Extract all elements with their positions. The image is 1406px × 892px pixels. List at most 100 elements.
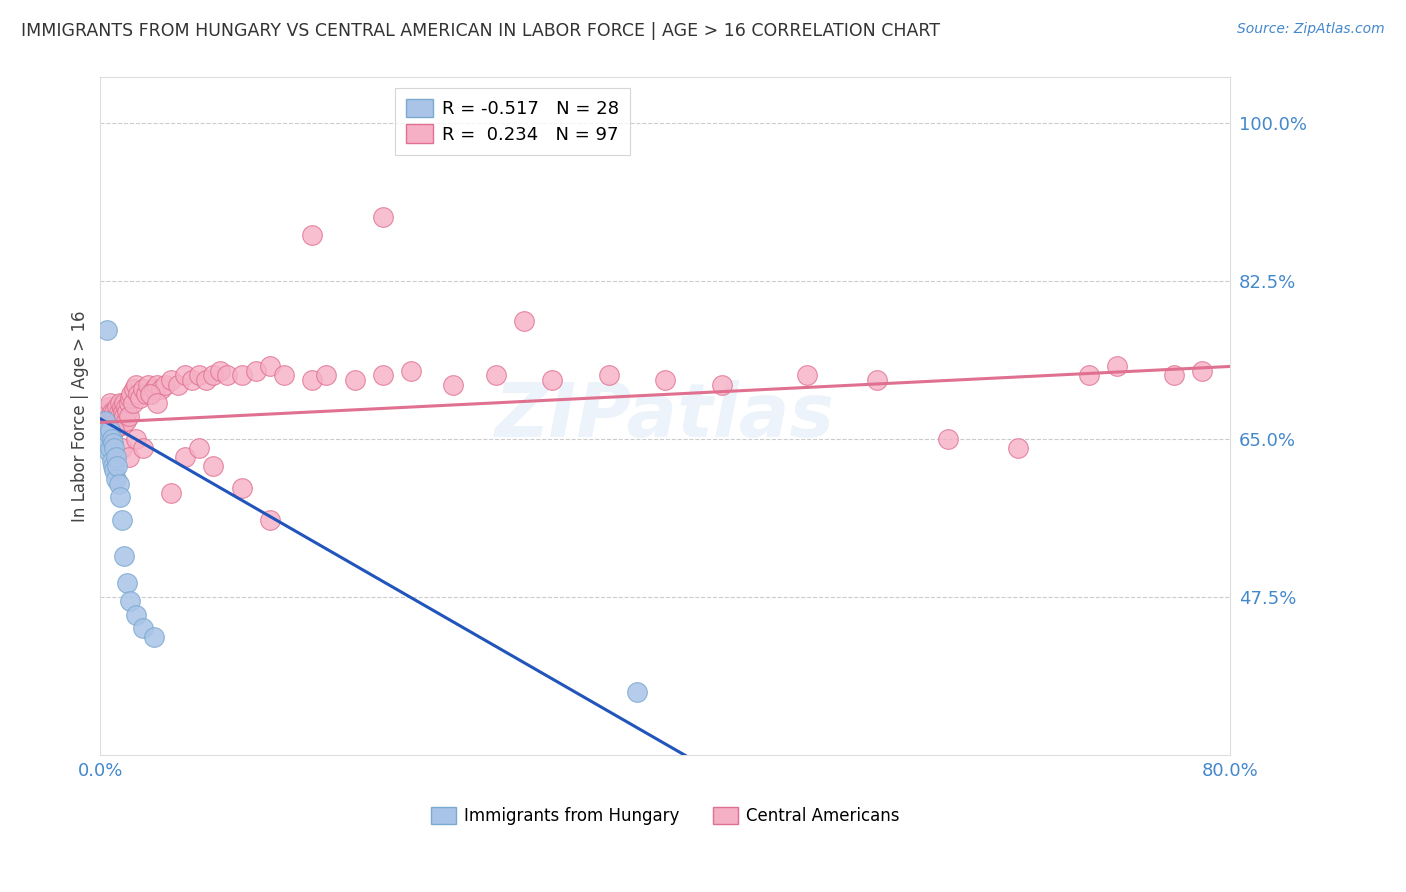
Point xyxy=(301,373,323,387)
Point xyxy=(132,382,155,396)
Point xyxy=(100,404,122,418)
Point xyxy=(245,364,267,378)
Point xyxy=(1163,368,1185,383)
Point xyxy=(101,418,124,433)
Point xyxy=(104,409,127,423)
Point xyxy=(117,450,139,464)
Point xyxy=(101,409,124,423)
Point xyxy=(124,607,146,622)
Point xyxy=(167,377,190,392)
Point xyxy=(96,423,118,437)
Point xyxy=(110,400,132,414)
Point xyxy=(118,594,141,608)
Point xyxy=(138,377,160,392)
Point xyxy=(103,404,125,418)
Point xyxy=(710,377,733,392)
Point xyxy=(202,368,225,383)
Text: ZIPatlas: ZIPatlas xyxy=(495,380,835,452)
Point xyxy=(108,395,131,409)
Point xyxy=(96,418,118,433)
Point xyxy=(202,458,225,473)
Point xyxy=(143,382,166,396)
Point xyxy=(97,400,120,414)
Point xyxy=(796,368,818,383)
Point xyxy=(98,409,121,423)
Point xyxy=(103,423,125,437)
Point xyxy=(111,418,134,433)
Point xyxy=(93,414,115,428)
Point xyxy=(485,368,508,383)
Point xyxy=(104,472,127,486)
Point xyxy=(107,418,129,433)
Point xyxy=(94,409,117,423)
Point xyxy=(108,409,131,423)
Point xyxy=(121,395,143,409)
Point xyxy=(129,391,152,405)
Point xyxy=(195,373,218,387)
Point xyxy=(150,382,173,396)
Point xyxy=(112,409,135,423)
Point xyxy=(103,441,125,455)
Point xyxy=(118,391,141,405)
Point xyxy=(110,513,132,527)
Point xyxy=(1107,359,1129,374)
Point xyxy=(160,373,183,387)
Point xyxy=(181,373,204,387)
Point xyxy=(209,364,232,378)
Point xyxy=(105,400,128,414)
Point xyxy=(104,418,127,433)
Point xyxy=(541,373,564,387)
Point xyxy=(146,377,169,392)
Point xyxy=(93,414,115,428)
Legend: Immigrants from Hungary, Central Americans: Immigrants from Hungary, Central America… xyxy=(425,800,907,832)
Point xyxy=(231,481,253,495)
Point xyxy=(104,450,127,464)
Point xyxy=(371,211,394,225)
Point xyxy=(135,386,157,401)
Point xyxy=(100,454,122,468)
Point xyxy=(1007,441,1029,455)
Point xyxy=(513,314,536,328)
Point xyxy=(146,395,169,409)
Y-axis label: In Labor Force | Age > 16: In Labor Force | Age > 16 xyxy=(72,310,89,522)
Point xyxy=(100,414,122,428)
Text: Source: ZipAtlas.com: Source: ZipAtlas.com xyxy=(1237,22,1385,37)
Point xyxy=(343,373,366,387)
Point xyxy=(654,373,676,387)
Point xyxy=(217,368,239,383)
Point xyxy=(98,441,121,455)
Point xyxy=(107,404,129,418)
Point xyxy=(399,364,422,378)
Point xyxy=(443,377,465,392)
Point xyxy=(301,228,323,243)
Point xyxy=(143,631,166,645)
Point xyxy=(132,621,155,635)
Point xyxy=(112,395,135,409)
Point xyxy=(96,323,118,337)
Point xyxy=(155,377,177,392)
Point xyxy=(110,441,132,455)
Point xyxy=(371,368,394,383)
Point xyxy=(231,368,253,383)
Point xyxy=(598,368,620,383)
Point xyxy=(174,450,197,464)
Point xyxy=(124,432,146,446)
Point xyxy=(107,476,129,491)
Point xyxy=(110,414,132,428)
Point xyxy=(103,414,125,428)
Point xyxy=(101,436,124,450)
Point xyxy=(132,441,155,455)
Point xyxy=(97,427,120,442)
Point xyxy=(259,513,281,527)
Point xyxy=(114,400,136,414)
Point xyxy=(101,458,124,473)
Point xyxy=(315,368,337,383)
Point xyxy=(103,463,125,477)
Point xyxy=(100,432,122,446)
Point xyxy=(120,386,142,401)
Point xyxy=(105,458,128,473)
Point xyxy=(112,549,135,563)
Point xyxy=(626,684,648,698)
Point xyxy=(122,382,145,396)
Point xyxy=(117,395,139,409)
